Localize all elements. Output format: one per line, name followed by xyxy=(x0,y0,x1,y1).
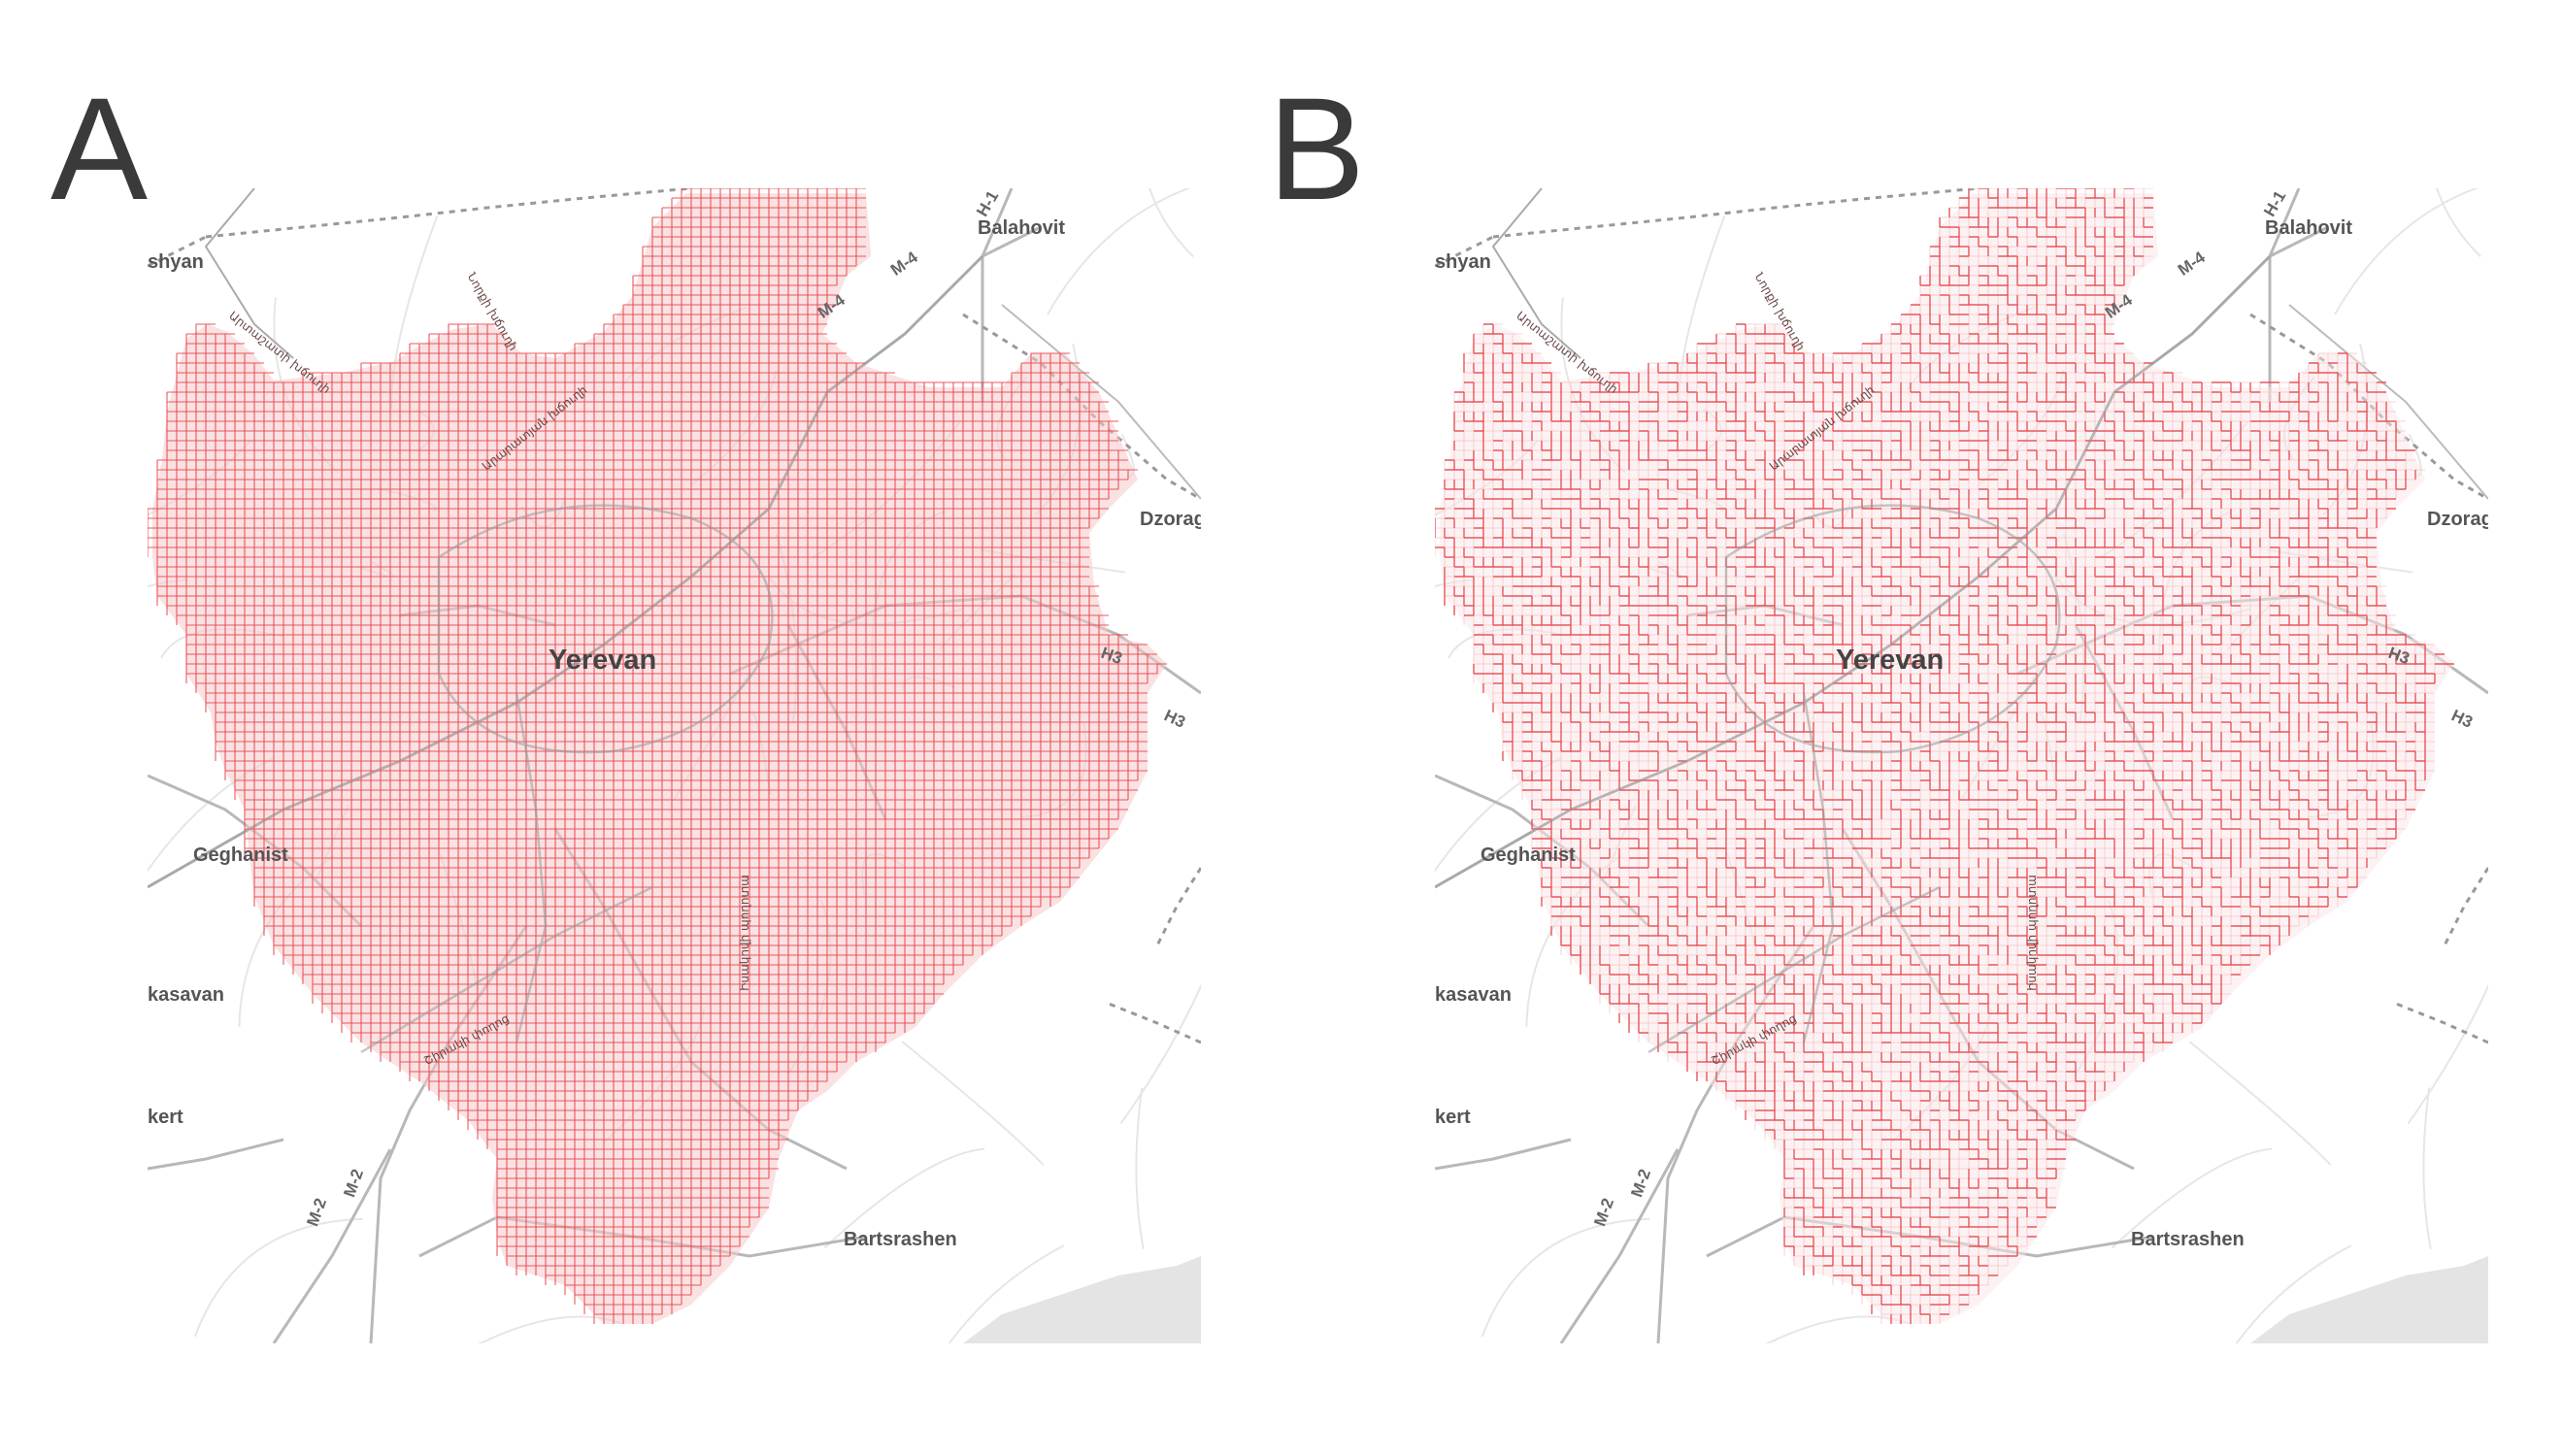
place-shyan: shyan xyxy=(148,251,204,273)
place-shyan: shyan xyxy=(1435,251,1491,273)
place-balahovit: Balahovit xyxy=(978,217,1066,239)
place-bartsrashen: Bartsrashen xyxy=(844,1229,957,1250)
map-panel-b: shyan Balahovit Dzorag Yerevan Geghanist… xyxy=(1435,188,2488,1343)
panel-label-a: A xyxy=(50,67,149,230)
place-geghanist: Geghanist xyxy=(1481,844,1576,866)
street-label-4: Իսակովի պողոտա xyxy=(737,875,751,991)
place-dzorag: Dzorag xyxy=(1140,509,1201,530)
place-kert: kert xyxy=(1435,1107,1471,1128)
place-kert: kert xyxy=(148,1107,183,1128)
street-label-4: Իսակովի պողոտա xyxy=(2024,875,2039,991)
overlay-roads xyxy=(148,255,983,1054)
cell-grid xyxy=(1435,188,2454,1324)
place-dzorag: Dzorag xyxy=(2427,509,2488,530)
overlay-roads xyxy=(1435,255,2271,1054)
place-kasavan: kasavan xyxy=(148,984,224,1006)
city-yerevan: Yerevan xyxy=(549,645,657,676)
place-bartsrashen: Bartsrashen xyxy=(2131,1229,2245,1250)
place-geghanist: Geghanist xyxy=(193,844,288,866)
map-canvas-a xyxy=(148,188,1201,1343)
place-balahovit: Balahovit xyxy=(2265,217,2353,239)
panel-label-b: B xyxy=(1268,67,1366,230)
cell-grid xyxy=(148,188,1167,1324)
map-canvas-b xyxy=(1435,188,2488,1343)
city-yerevan: Yerevan xyxy=(1836,645,1945,676)
map-panel-a: shyan Balahovit Dzorag Yerevan Geghanist… xyxy=(148,188,1201,1343)
place-kasavan: kasavan xyxy=(1435,984,1512,1006)
